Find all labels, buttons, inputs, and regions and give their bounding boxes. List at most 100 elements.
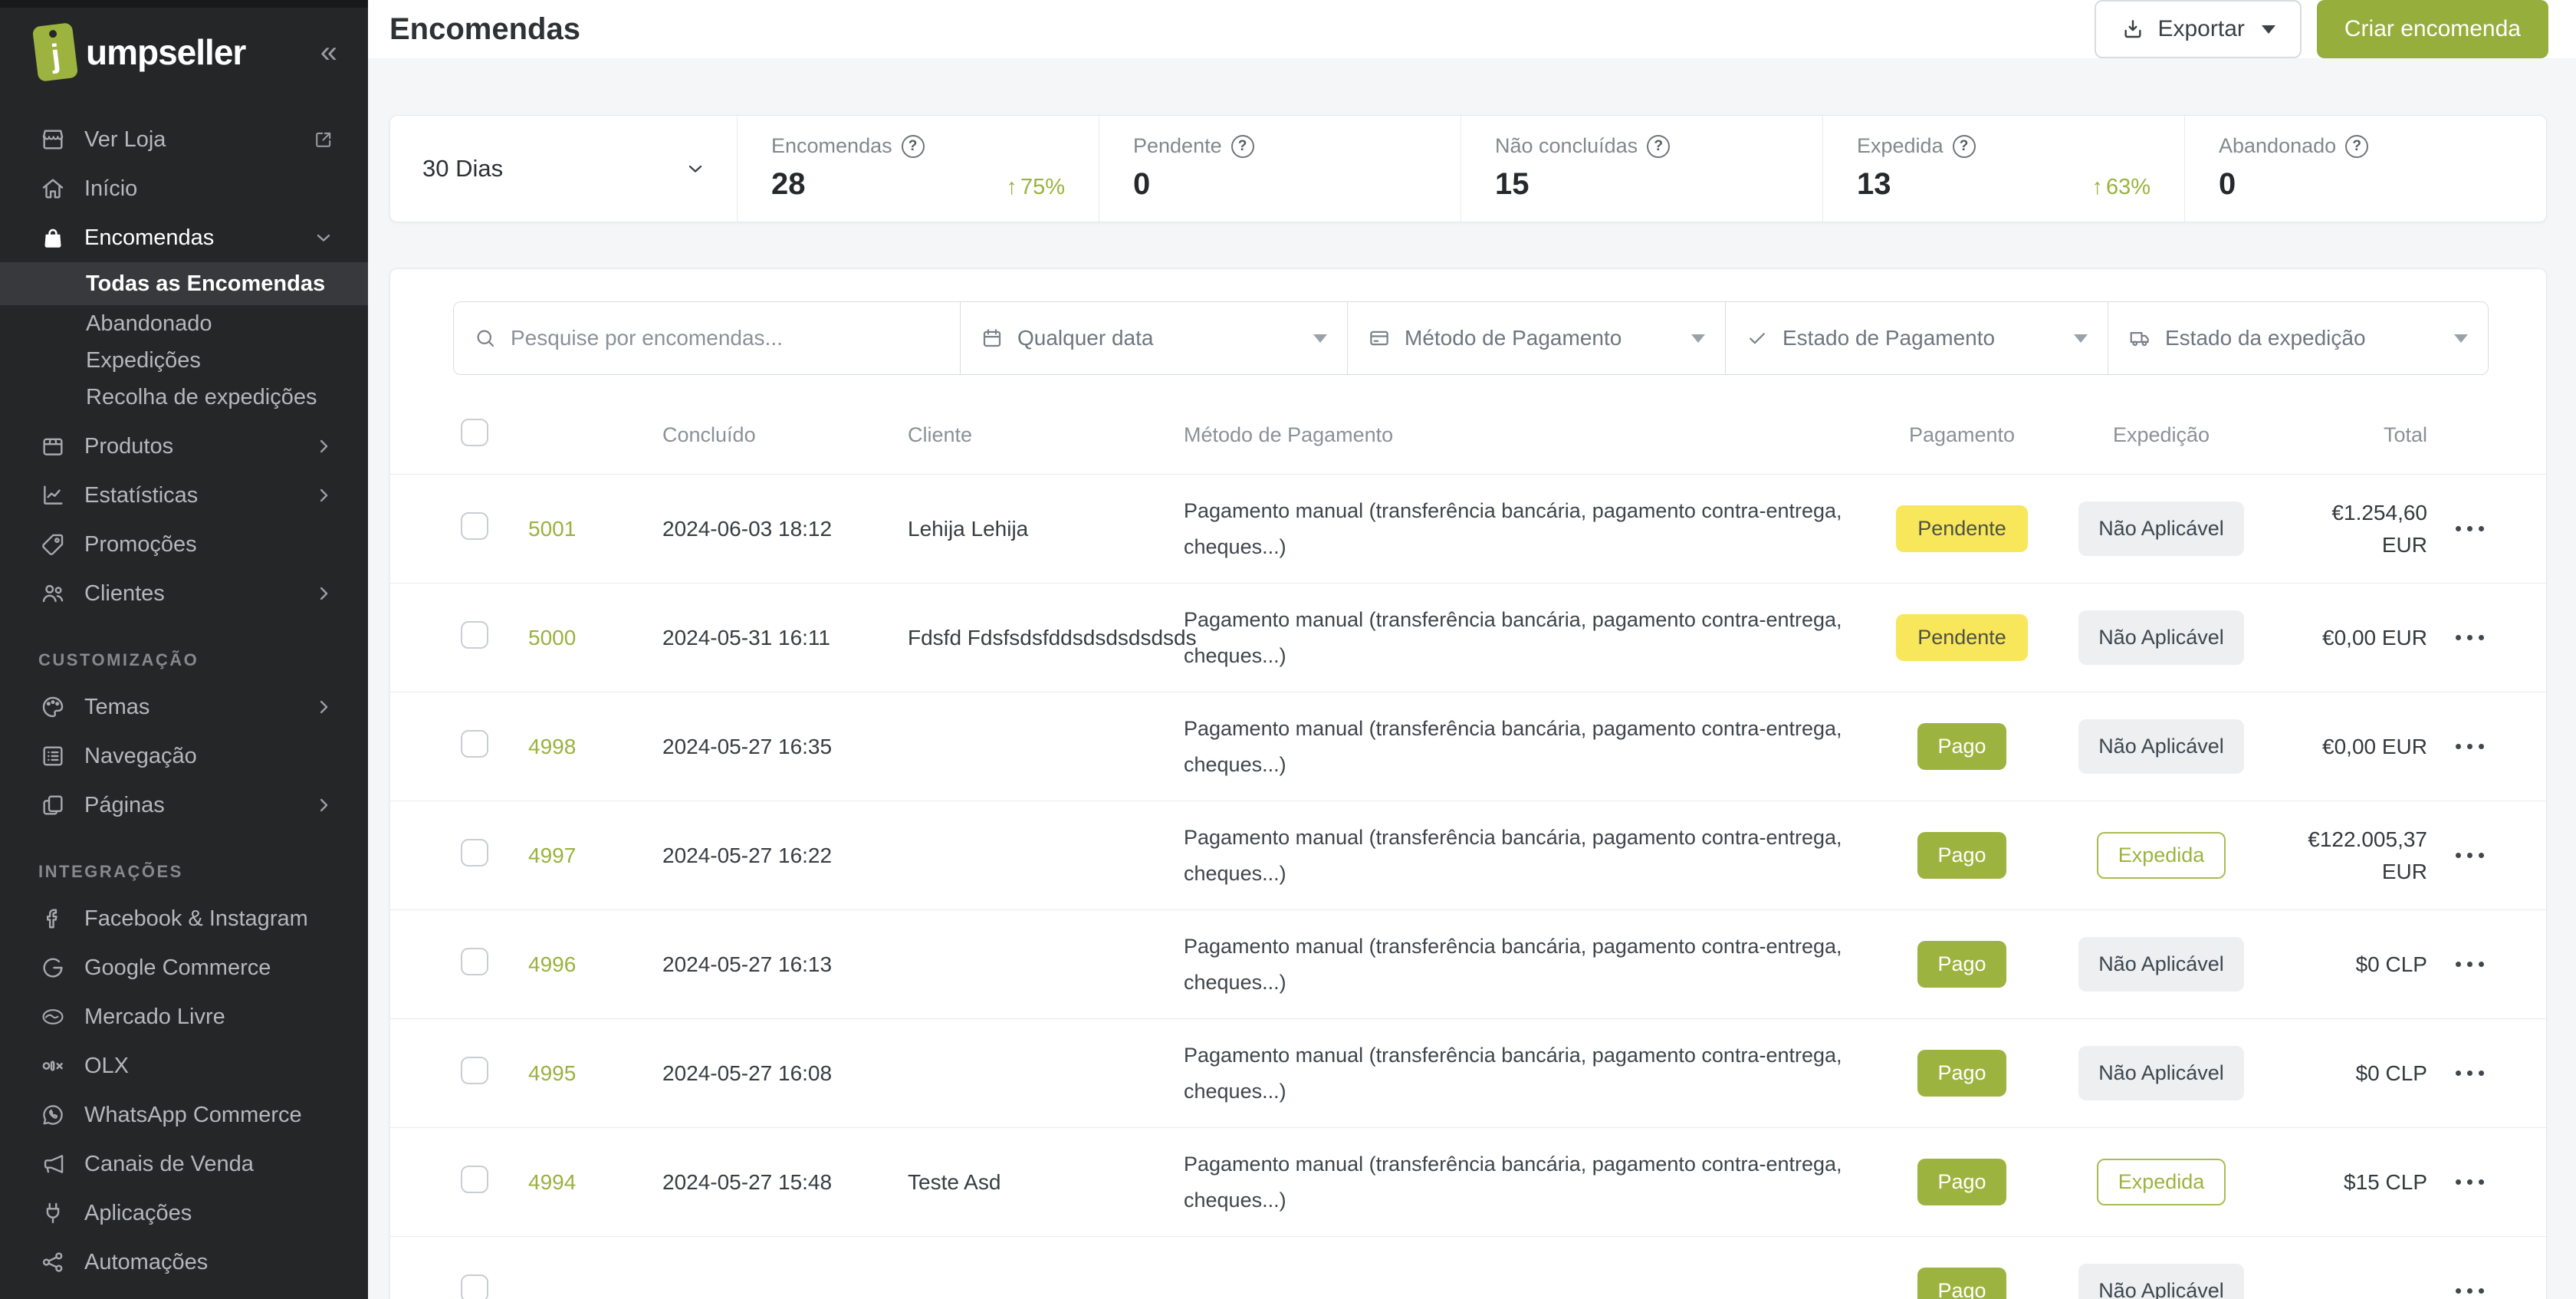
period-selector[interactable]: 30 Dias — [390, 116, 737, 222]
order-id-link[interactable]: 4997 — [528, 843, 577, 867]
order-total: €0,00 EUR — [2322, 625, 2427, 650]
divider — [2184, 116, 2185, 222]
row-actions-button[interactable] — [2451, 517, 2489, 541]
order-id-link[interactable]: 4998 — [528, 734, 577, 758]
sidebar-item-olx[interactable]: OLX — [0, 1041, 368, 1090]
sidebar-item-mercado-livre[interactable]: Mercado Livre — [0, 992, 368, 1041]
sidebar-item-abandonado[interactable]: Abandonado — [86, 311, 212, 336]
sidebar-item-ver-loja[interactable]: Ver Loja — [0, 115, 368, 164]
row-checkbox[interactable] — [461, 948, 488, 975]
divider — [1822, 116, 1823, 222]
sidebar: j umpseller « Ver Loja Início — [0, 0, 368, 1299]
filters-bar: Qualquer data Método de Pagamento — [453, 301, 2489, 375]
payment-status-badge: Pago — [1917, 1050, 2006, 1097]
order-payment-method: Pagamento manual (transferência bancária… — [1184, 717, 1842, 776]
sidebar-item-recolha-de-expedicoes[interactable]: Recolha de expedições — [86, 384, 317, 409]
date-filter[interactable]: Qualquer data — [960, 302, 1347, 374]
order-id-link[interactable]: 4994 — [528, 1169, 577, 1194]
download-icon — [2121, 17, 2145, 41]
sidebar-item-paginas[interactable]: Páginas — [0, 781, 368, 830]
help-icon[interactable] — [901, 134, 925, 158]
order-id-link[interactable]: 4996 — [528, 952, 577, 976]
help-icon[interactable] — [1647, 134, 1671, 158]
stat-value: 13 — [1857, 167, 1891, 201]
sidebar-item-promocoes[interactable]: Promoções — [0, 520, 368, 569]
help-icon[interactable] — [1952, 134, 1976, 158]
olx-icon — [38, 1051, 67, 1080]
sidebar-item-navegacao[interactable]: Navegação — [0, 732, 368, 781]
column-header-shipping: Expedição — [2112, 423, 2210, 446]
row-actions-button[interactable] — [2451, 1061, 2489, 1085]
sidebar-item-clientes[interactable]: Clientes — [0, 569, 368, 618]
sidebar-item-inicio[interactable]: Início — [0, 164, 368, 213]
chevron-down-icon — [685, 158, 706, 179]
sidebar-item-estatisticas[interactable]: Estatísticas — [0, 471, 368, 520]
row-checkbox[interactable] — [461, 1274, 488, 1299]
payment-status-badge: Pago — [1917, 832, 2006, 879]
row-checkbox[interactable] — [461, 512, 488, 540]
sidebar-section-integracoes: INTEGRAÇÕES — [38, 862, 183, 881]
table-row: 5001 2024-06-03 18:12 Lehija Lehija Paga… — [390, 475, 2546, 584]
chevron-down-icon — [1691, 334, 1705, 343]
share-nodes-icon — [38, 1248, 67, 1277]
export-button[interactable]: Exportar — [2095, 0, 2302, 58]
payment-status-badge: Pago — [1917, 1159, 2006, 1205]
sidebar-item-google-commerce[interactable]: Google Commerce — [0, 943, 368, 992]
row-checkbox[interactable] — [461, 1166, 488, 1193]
order-id-link[interactable]: 5000 — [528, 625, 577, 650]
row-actions-button[interactable] — [2451, 1170, 2489, 1194]
order-id-link[interactable]: 4995 — [528, 1061, 577, 1085]
sidebar-item-produtos[interactable]: Produtos — [0, 422, 368, 471]
row-actions-button[interactable] — [2451, 952, 2489, 976]
chevron-right-icon — [313, 696, 334, 718]
stat-value: 0 — [1133, 167, 1151, 201]
order-completed-date: 2024-05-27 16:08 — [662, 1061, 833, 1085]
orders-table-card: Qualquer data Método de Pagamento — [389, 268, 2547, 1299]
sidebar-collapse-icon[interactable]: « — [320, 35, 337, 69]
column-header-client: Cliente — [908, 423, 973, 446]
table-header: Concluído Cliente Método de Pagamento Pa… — [390, 396, 2546, 475]
sidebar-item-canais-de-venda[interactable]: Canais de Venda — [0, 1140, 368, 1189]
payment-method-filter[interactable]: Método de Pagamento — [1347, 302, 1725, 374]
row-checkbox[interactable] — [461, 839, 488, 867]
order-completed-date: 2024-05-31 16:11 — [662, 625, 830, 650]
jumpseller-logo[interactable]: j umpseller — [31, 22, 246, 82]
row-checkbox[interactable] — [461, 621, 488, 649]
create-order-button[interactable]: Criar encomenda — [2316, 0, 2548, 58]
storefront-icon — [38, 125, 67, 154]
row-actions-button[interactable] — [2451, 626, 2489, 650]
help-icon[interactable] — [2345, 134, 2369, 158]
tag-icon — [38, 530, 67, 559]
sidebar-item-automacoes[interactable]: Automações — [0, 1238, 368, 1287]
row-actions-button[interactable] — [2451, 1279, 2489, 1299]
row-checkbox[interactable] — [461, 1057, 488, 1084]
jumpseller-tag-icon: j — [31, 22, 79, 82]
shipping-status-badge: Não Aplicável — [2078, 936, 2244, 992]
chevron-right-icon — [313, 794, 334, 816]
payment-status-badge: Pago — [1917, 1268, 2006, 1299]
help-icon[interactable] — [1230, 134, 1254, 158]
sidebar-item-todas-as-encomendas[interactable]: Todas as Encomendas — [0, 262, 368, 305]
whatsapp-icon — [38, 1100, 67, 1130]
sidebar-item-whatsapp-commerce[interactable]: WhatsApp Commerce — [0, 1090, 368, 1140]
search-input[interactable] — [511, 326, 940, 350]
order-completed-date: 2024-05-27 16:35 — [662, 734, 833, 758]
sidebar-item-aplicacoes[interactable]: Aplicações — [0, 1189, 368, 1238]
payment-state-filter[interactable]: Estado de Pagamento — [1725, 302, 2108, 374]
order-total: €122.005,37 EUR — [2308, 827, 2427, 883]
megaphone-icon — [38, 1149, 67, 1179]
row-actions-button[interactable] — [2451, 844, 2489, 867]
select-all-checkbox[interactable] — [461, 419, 488, 446]
payment-status-badge: Pago — [1917, 723, 2006, 770]
shipping-state-filter[interactable]: Estado da expedição — [2108, 302, 2488, 374]
order-id-link[interactable]: 5001 — [528, 516, 577, 541]
sidebar-item-temas[interactable]: Temas — [0, 682, 368, 732]
stat-abandonado: Abandonado 0 — [2185, 116, 2546, 222]
sidebar-item-facebook-instagram[interactable]: Facebook & Instagram — [0, 894, 368, 943]
row-checkbox[interactable] — [461, 730, 488, 758]
column-header-completed: Concluído — [662, 423, 756, 446]
order-client: Teste Asd — [908, 1169, 1001, 1194]
sidebar-item-expedicoes[interactable]: Expedições — [86, 347, 201, 373]
sidebar-item-encomendas[interactable]: Encomendas — [0, 213, 368, 262]
row-actions-button[interactable] — [2451, 735, 2489, 758]
